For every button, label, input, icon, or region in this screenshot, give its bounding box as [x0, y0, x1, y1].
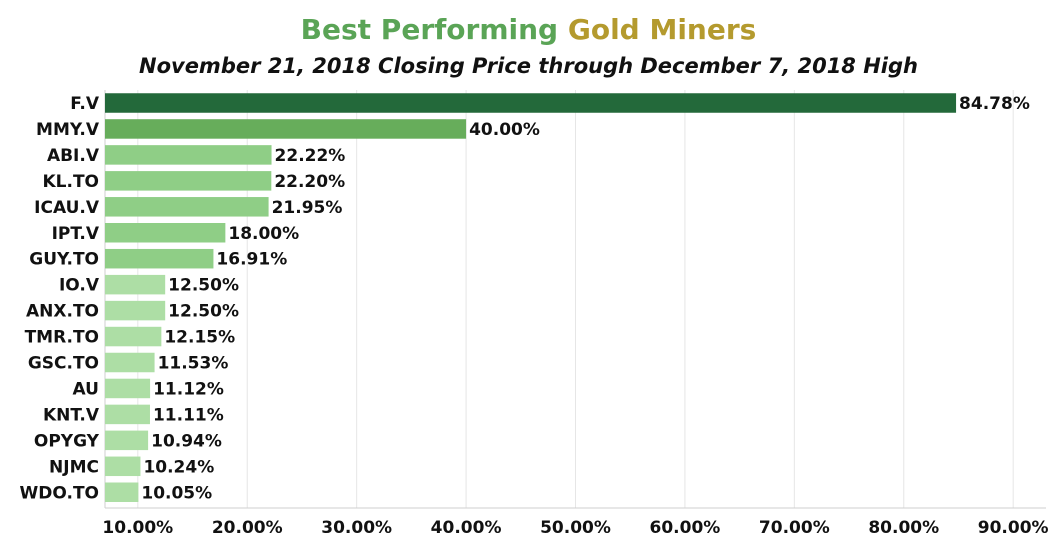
data-labels: 84.78% 40.00% 22.22% 22.20% 21.95% 18.00% 16.9…: [141, 94, 1029, 503]
category-label: NJMC: [49, 457, 99, 477]
data-label: 11.12%: [153, 379, 224, 399]
category-label: IPT.V: [52, 224, 100, 244]
bar: [105, 197, 269, 217]
x-tick-label: 30.00%: [321, 518, 392, 538]
data-label: 18.00%: [228, 224, 299, 244]
data-label: 22.22%: [275, 146, 346, 166]
category-labels: F.V MMY.V ABI.V KL.TO ICAU.V IPT.V GUY.TO IO.V A…: [20, 94, 100, 503]
x-tick-label: 60.00%: [650, 518, 721, 538]
data-label: 10.24%: [143, 457, 214, 477]
category-label: AU: [73, 379, 99, 399]
category-label: MMY.V: [36, 120, 100, 140]
bar: [105, 456, 141, 477]
data-label: 10.05%: [141, 483, 212, 503]
data-label: 40.00%: [469, 120, 540, 140]
category-label: ANX.TO: [26, 302, 99, 322]
data-label: 84.78%: [959, 94, 1030, 114]
data-label: 16.91%: [216, 250, 287, 270]
x-tick-label: 80.00%: [868, 518, 939, 538]
data-label: 11.11%: [153, 405, 224, 425]
x-tick-labels: 10.00% 20.00% 30.00% 40.00% 50.00% 60.00% 70.0…: [102, 518, 1048, 538]
x-tick-label: 50.00%: [540, 518, 611, 538]
bar: [105, 223, 226, 243]
x-tick-label: 70.00%: [759, 518, 830, 538]
data-label: 12.50%: [168, 302, 239, 322]
bar: [105, 248, 214, 269]
data-label: 12.15%: [164, 328, 235, 348]
category-label: IO.V: [59, 276, 100, 296]
bar: [105, 93, 957, 113]
data-label: 10.94%: [151, 431, 222, 451]
bar: [105, 171, 272, 191]
category-label: ABI.V: [47, 146, 100, 166]
data-label: 12.50%: [168, 276, 239, 296]
x-tick-label: 90.00%: [978, 518, 1049, 538]
bar: [105, 378, 151, 399]
chart-title: Best Performing Gold Miners: [0, 12, 1057, 48]
data-label: 22.20%: [274, 172, 345, 192]
bar: [105, 300, 166, 321]
data-label: 21.95%: [272, 198, 343, 218]
category-label: OPYGY: [34, 431, 100, 451]
category-label: GUY.TO: [29, 250, 99, 270]
bar: [105, 352, 155, 373]
category-label: TMR.TO: [25, 328, 99, 348]
category-label: KNT.V: [43, 405, 100, 425]
x-tick-label: 20.00%: [212, 518, 283, 538]
x-tick-label: 40.00%: [431, 518, 502, 538]
category-label: WDO.TO: [20, 483, 99, 503]
data-label: 11.53%: [158, 354, 229, 374]
chart-subtitle: November 21, 2018 Closing Price through …: [139, 54, 918, 78]
x-tick-label: 10.00%: [102, 518, 173, 538]
category-label: KL.TO: [42, 172, 99, 192]
bar: [105, 119, 467, 139]
bar: [105, 482, 139, 502]
bar: [105, 274, 166, 295]
category-label: GSC.TO: [28, 354, 99, 374]
bar: [105, 404, 150, 425]
bar: [105, 326, 162, 347]
bars: [105, 93, 957, 502]
chart-title-part2: Gold Miners: [567, 13, 757, 46]
category-label: ICAU.V: [34, 198, 100, 218]
chart-title-part1: Best Performing: [300, 13, 559, 46]
bar: [105, 145, 272, 165]
category-label: F.V: [70, 94, 100, 114]
bar: [105, 430, 149, 451]
